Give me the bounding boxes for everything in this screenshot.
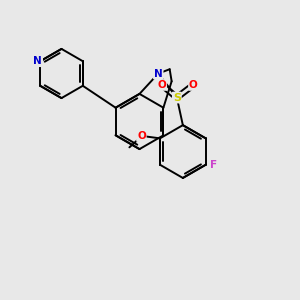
Text: O: O [158, 80, 166, 90]
Text: N: N [33, 56, 42, 66]
Text: F: F [210, 160, 217, 170]
Text: O: O [189, 80, 198, 90]
Text: N: N [154, 69, 163, 79]
Text: O: O [137, 131, 146, 141]
Text: S: S [173, 93, 181, 103]
